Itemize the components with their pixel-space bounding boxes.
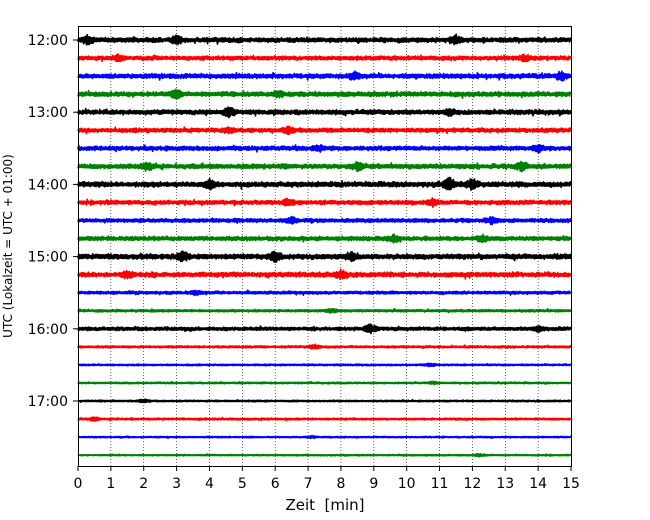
trace-line [77, 250, 572, 264]
x-tick-label: 2 [139, 476, 148, 492]
y-axis: 12:00 13:00 14:00 15:00 16:00 17:00 [28, 33, 78, 410]
trace-line [77, 70, 572, 82]
trace-line [77, 53, 572, 63]
x-tick-label: 9 [369, 476, 378, 492]
y-axis-label: UTC (Lokalzeit = UTC + 01:00) [1, 154, 15, 338]
trace-line [77, 176, 572, 191]
x-tick-label: 3 [172, 476, 181, 492]
trace-line [77, 323, 572, 335]
plot-frame [78, 26, 572, 467]
trace-line [77, 233, 572, 244]
trace-line [77, 125, 572, 136]
trace-line [77, 215, 572, 226]
y-tick-label: 17:00 [28, 394, 68, 410]
x-tick-label: 6 [271, 476, 280, 492]
x-tick-label: 15 [562, 476, 580, 492]
x-axis-label: Zeit [min] [285, 496, 364, 514]
x-axis: 0 1 2 3 4 5 6 7 8 9 10 11 12 13 14 15 [74, 466, 580, 492]
trace-line [77, 197, 572, 209]
trace-line [77, 268, 572, 280]
x-tick-label: 14 [529, 476, 547, 492]
trace-line [77, 343, 572, 350]
trace-line [77, 143, 572, 154]
x-tick-label: 10 [398, 476, 416, 492]
trace-line [77, 307, 572, 315]
x-tick-label: 1 [106, 476, 115, 492]
x-tick-label: 8 [336, 476, 345, 492]
trace-line [77, 398, 572, 404]
x-tick-label: 7 [304, 476, 313, 492]
y-tick-label: 13:00 [28, 105, 68, 121]
trace-line [77, 160, 572, 173]
trace-line [77, 362, 572, 368]
trace-line [77, 33, 572, 46]
x-tick-label: 12 [463, 476, 481, 492]
x-tick-label: 0 [74, 476, 83, 492]
vertical-grid [110, 27, 539, 466]
trace-line [77, 289, 572, 297]
x-tick-label: 11 [431, 476, 449, 492]
y-tick-label: 14:00 [28, 177, 68, 193]
trace-line [77, 88, 572, 100]
x-tick-label: 13 [496, 476, 514, 492]
y-tick-label: 15:00 [28, 250, 68, 266]
y-tick-label: 16:00 [28, 322, 68, 338]
trace-group [77, 33, 572, 458]
trace-line [77, 416, 572, 423]
trace-line [77, 452, 572, 458]
trace-line [77, 106, 572, 119]
trace-line [77, 380, 572, 386]
x-tick-label: 5 [238, 476, 247, 492]
y-tick-label: 12:00 [28, 33, 68, 49]
x-tick-label: 4 [205, 476, 214, 492]
trace-line [77, 434, 572, 440]
